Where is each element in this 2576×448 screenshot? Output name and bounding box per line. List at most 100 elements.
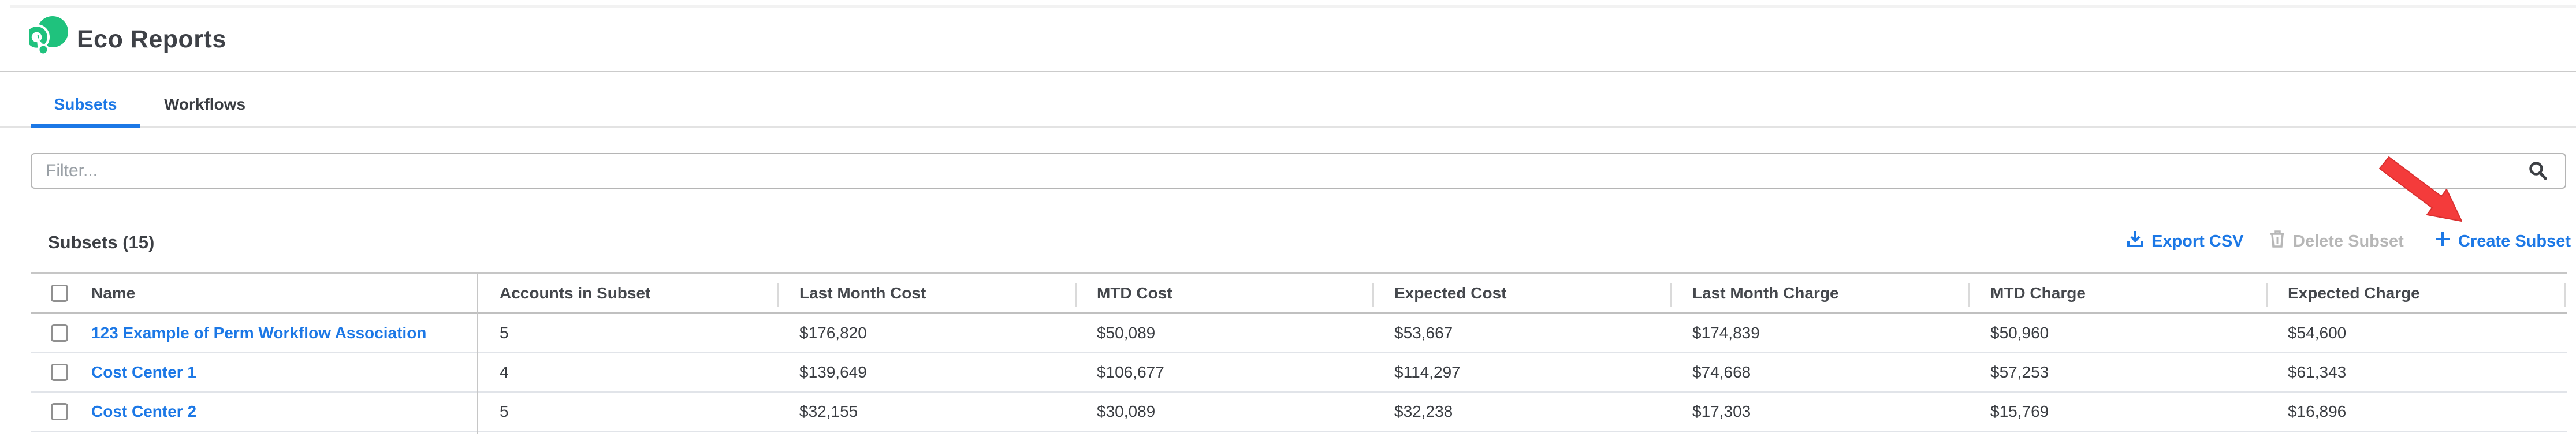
cell-mtd-cost: $106,677: [1075, 353, 1372, 391]
cell-mtd-charge: $57,253: [1968, 353, 2266, 391]
tabbar-baseline: [0, 126, 2576, 128]
table-header-row: Name Accounts in Subset Last Month Cost MTD…: [31, 272, 2567, 314]
cell-value: 5: [500, 402, 509, 420]
cell-value: $176,820: [799, 324, 867, 342]
cell-value: $16,896: [2288, 402, 2347, 420]
tab-subsets[interactable]: Subsets: [31, 81, 140, 128]
select-all-checkbox[interactable]: [51, 285, 68, 302]
cell-value: $53,667: [1394, 324, 1453, 342]
app-header: Eco Reports: [0, 0, 2576, 71]
cell-expected-charge: $61,343: [2266, 353, 2567, 391]
active-tab-underline: [31, 124, 140, 128]
cell-value: $61,343: [2288, 363, 2347, 381]
export-csv-button[interactable]: Export CSV: [2127, 230, 2244, 253]
cell-value: $30,089: [1097, 402, 1156, 420]
column-header-accounts-in-subset[interactable]: Accounts in Subset: [478, 274, 777, 312]
cell-value: $50,089: [1097, 324, 1156, 342]
cell-last-month-cost: $139,649: [777, 353, 1075, 391]
column-header-label: Expected Cost: [1394, 284, 1507, 302]
cell-value: $32,238: [1394, 402, 1453, 420]
cell-expected-cost: $114,297: [1372, 353, 1670, 391]
create-subset-label: Create Subset: [2458, 232, 2571, 251]
column-header-label: Accounts in Subset: [500, 284, 651, 302]
filter-input[interactable]: [31, 153, 2566, 189]
table-body: 123 Example of Perm Workflow Association…: [31, 314, 2567, 432]
column-header-mtd-charge[interactable]: MTD Charge: [1968, 274, 2266, 312]
cell-last-month-cost: $176,820: [777, 314, 1075, 352]
cell-value: $15,769: [1990, 402, 2049, 420]
cell-accounts: 4: [478, 353, 777, 391]
cell-value: $174,839: [1692, 324, 1760, 342]
column-separator: [777, 283, 779, 307]
tab-bar: Subsets Workflows: [0, 81, 2576, 128]
top-divider: [10, 5, 2576, 8]
export-csv-label: Export CSV: [2151, 232, 2244, 251]
cell-mtd-charge: $15,769: [1968, 393, 2266, 431]
column-header-label: MTD Charge: [1990, 284, 2086, 302]
cell-value: 4: [500, 363, 509, 381]
cell-value: $32,155: [799, 402, 858, 420]
download-icon: [2127, 230, 2144, 253]
subset-name-link[interactable]: Cost Center 1: [91, 363, 197, 381]
cell-mtd-cost: $50,089: [1075, 314, 1372, 352]
cell-mtd-charge: $50,960: [1968, 314, 2266, 352]
create-subset-button[interactable]: Create Subset: [2434, 230, 2571, 253]
cell-expected-cost: $32,238: [1372, 393, 1670, 431]
column-separator: [2564, 283, 2566, 307]
column-header-label: MTD Cost: [1097, 284, 1172, 302]
column-header-expected-charge[interactable]: Expected Charge: [2266, 274, 2567, 312]
table-row: 123 Example of Perm Workflow Association…: [31, 314, 2567, 353]
column-header-label: Name: [91, 284, 136, 302]
name-column-border: [477, 272, 478, 434]
column-header-expected-cost[interactable]: Expected Cost: [1372, 274, 1670, 312]
cell-value: $74,668: [1692, 363, 1751, 381]
cell-accounts: 5: [478, 393, 777, 431]
row-checkbox[interactable]: [51, 403, 68, 420]
cell-value: $17,303: [1692, 402, 1751, 420]
cell-accounts: 5: [478, 314, 777, 352]
column-header-last-month-charge[interactable]: Last Month Charge: [1670, 274, 1968, 312]
header-divider: [0, 71, 2576, 72]
tab-subsets-label: Subsets: [54, 95, 117, 113]
column-separator: [1670, 283, 1672, 307]
subset-name-link[interactable]: 123 Example of Perm Workflow Association: [91, 324, 427, 342]
subsets-table: Name Accounts in Subset Last Month Cost MTD…: [31, 272, 2567, 434]
cell-value: $50,960: [1990, 324, 2049, 342]
table-row: Cost Center 1 4 $139,649 $106,677 $114,297 $7…: [31, 353, 2567, 393]
spot-eco-logo-icon: [24, 15, 69, 65]
column-header-mtd-cost[interactable]: MTD Cost: [1075, 274, 1372, 312]
plus-icon: [2434, 231, 2451, 252]
column-separator: [1372, 283, 1374, 307]
cell-expected-charge: $16,896: [2266, 393, 2567, 431]
delete-subset-label: Delete Subset: [2293, 232, 2404, 251]
cell-name: 123 Example of Perm Workflow Association: [31, 314, 478, 352]
cell-value: $57,253: [1990, 363, 2049, 381]
column-header-name[interactable]: Name: [31, 274, 478, 312]
cell-last-month-charge: $74,668: [1670, 353, 1968, 391]
cell-name: Cost Center 2: [31, 393, 478, 431]
table-row: Cost Center 2 5 $32,155 $30,089 $32,238 $17,3…: [31, 393, 2567, 432]
column-separator: [1075, 283, 1077, 307]
filter-container: [31, 153, 2566, 189]
cell-value: $54,600: [2288, 324, 2347, 342]
delete-subset-button[interactable]: Delete Subset: [2269, 230, 2404, 253]
column-header-last-month-cost[interactable]: Last Month Cost: [777, 274, 1075, 312]
column-separator: [2266, 283, 2268, 307]
tab-workflows[interactable]: Workflows: [140, 81, 269, 128]
cell-name: Cost Center 1: [31, 353, 478, 391]
trash-icon: [2269, 230, 2285, 253]
subset-name-link[interactable]: Cost Center 2: [91, 402, 197, 420]
cell-value: $106,677: [1097, 363, 1164, 381]
search-icon: [2528, 161, 2548, 181]
column-header-label: Expected Charge: [2288, 284, 2420, 302]
subsets-count-heading: Subsets (15): [48, 232, 155, 252]
row-checkbox[interactable]: [51, 364, 68, 381]
page-title: Eco Reports: [77, 25, 226, 53]
cell-value: $139,649: [799, 363, 867, 381]
row-checkbox[interactable]: [51, 324, 68, 342]
cell-value: $114,297: [1394, 363, 1461, 381]
cell-last-month-charge: $174,839: [1670, 314, 1968, 352]
column-header-label: Last Month Charge: [1692, 284, 1839, 302]
cell-last-month-cost: $32,155: [777, 393, 1075, 431]
